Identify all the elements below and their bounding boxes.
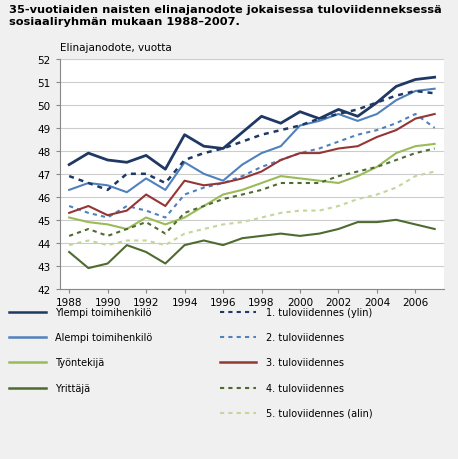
Text: 5. tuloviidennes (alin): 5. tuloviidennes (alin) bbox=[266, 408, 372, 418]
Text: 3. tuloviidennes: 3. tuloviidennes bbox=[266, 358, 344, 368]
Text: Alempi toimihenkilö: Alempi toimihenkilö bbox=[55, 332, 152, 342]
Text: 1. tuloviidennes (ylin): 1. tuloviidennes (ylin) bbox=[266, 307, 372, 317]
Text: 4. tuloviidennes: 4. tuloviidennes bbox=[266, 383, 344, 393]
Text: Elinajanodote, vuotta: Elinajanodote, vuotta bbox=[60, 43, 171, 53]
Text: Työntekijä: Työntekijä bbox=[55, 358, 104, 368]
Text: Yrittäjä: Yrittäjä bbox=[55, 383, 90, 393]
Text: 2. tuloviidennes: 2. tuloviidennes bbox=[266, 332, 344, 342]
Text: Ylempi toimihenkilö: Ylempi toimihenkilö bbox=[55, 307, 152, 317]
Text: 35-vuotiaiden naisten elinajanodote jokaisessa tuloviidenneksessä
sosiaaliryhmän: 35-vuotiaiden naisten elinajanodote joka… bbox=[9, 5, 442, 27]
